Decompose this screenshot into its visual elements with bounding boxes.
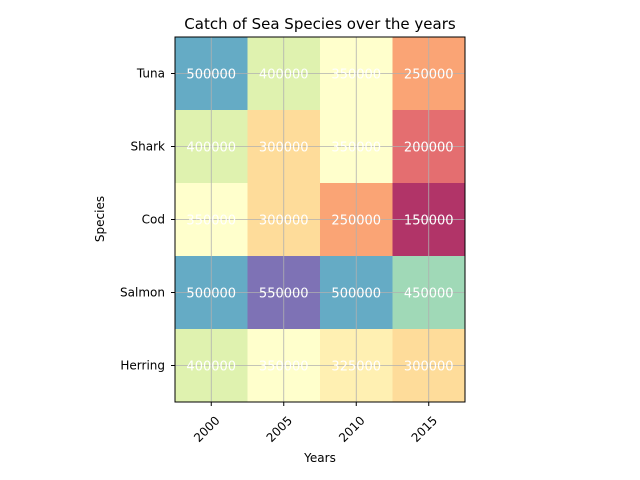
cell-value-label: 400000 xyxy=(259,68,309,83)
y-tick-label: Cod xyxy=(142,213,165,227)
chart-title: Catch of Sea Species over the years xyxy=(184,15,456,33)
x-tick-label: 2000 xyxy=(191,413,222,444)
cell-value-label: 250000 xyxy=(331,214,381,229)
grid-lines xyxy=(175,37,465,402)
x-tick-label: 2015 xyxy=(409,413,440,444)
y-axis-label: Species xyxy=(93,196,107,242)
cell-value-label: 350000 xyxy=(331,141,381,156)
cell-value-labels: 500000 400000 350000 250000 400000 300000 3500… xyxy=(186,68,453,375)
y-tick-label: Herring xyxy=(120,359,165,373)
cell-value-label: 300000 xyxy=(259,214,309,229)
cell-value-label: 325000 xyxy=(331,360,381,375)
cell-value-label: 300000 xyxy=(259,141,309,156)
cell-value-label: 550000 xyxy=(259,287,309,302)
y-tick-label: Shark xyxy=(131,140,166,154)
cell-value-label: 250000 xyxy=(404,68,454,83)
cell-value-label: 500000 xyxy=(186,287,236,302)
cell-value-label: 300000 xyxy=(404,360,454,375)
x-tick-label: 2005 xyxy=(264,413,295,444)
cell-value-label: 350000 xyxy=(186,214,236,229)
cell-value-label: 350000 xyxy=(259,360,309,375)
cell-value-label: 400000 xyxy=(186,141,236,156)
cell-value-label: 350000 xyxy=(331,68,381,83)
x-axis-label: Years xyxy=(303,451,336,465)
cell-value-label: 450000 xyxy=(404,287,454,302)
cell-value-label: 500000 xyxy=(331,287,381,302)
y-tick-label: Tuna xyxy=(136,67,165,81)
x-tick-label: 2010 xyxy=(336,413,367,444)
cell-value-label: 200000 xyxy=(404,141,454,156)
cell-value-label: 150000 xyxy=(404,214,454,229)
cell-value-label: 400000 xyxy=(186,360,236,375)
cell-value-label: 500000 xyxy=(186,68,236,83)
y-tick-label: Salmon xyxy=(120,286,165,300)
